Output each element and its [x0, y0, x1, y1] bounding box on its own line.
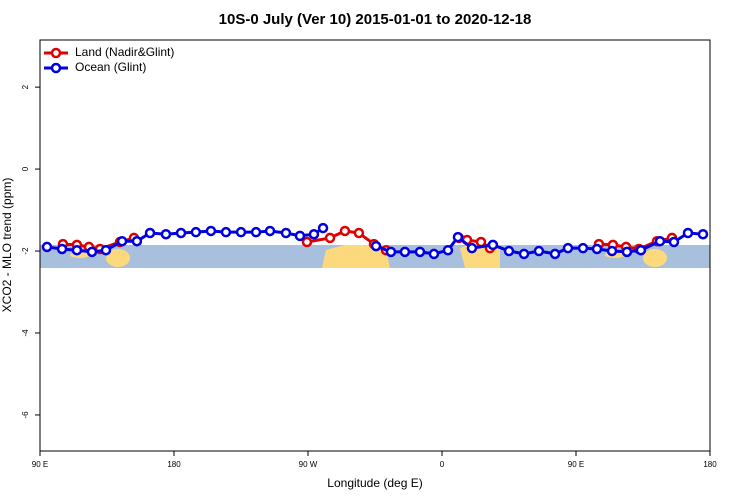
series-point — [190, 226, 202, 238]
x-tick-label: 90 E — [568, 460, 584, 469]
series-point — [294, 230, 306, 242]
series-point — [175, 227, 187, 239]
series-point — [399, 246, 411, 258]
series-point — [533, 245, 545, 257]
legend-marker — [50, 62, 62, 74]
series-point — [562, 242, 574, 254]
series-point — [621, 246, 633, 258]
series-point — [385, 246, 397, 258]
chart-title: 10S-0 July (Ver 10) 2015-01-01 to 2020-1… — [219, 11, 532, 28]
series-point — [131, 235, 143, 247]
series-point — [466, 242, 478, 254]
plot-frame — [39, 39, 711, 452]
series-point — [71, 244, 83, 256]
series-point — [414, 246, 426, 258]
y-tick-label: 0 — [21, 166, 30, 171]
series-point — [635, 244, 647, 256]
series-point — [116, 235, 128, 247]
series-point — [370, 240, 382, 252]
series-point — [549, 248, 561, 260]
series-point — [235, 226, 247, 238]
series-point — [487, 239, 499, 251]
series-point — [86, 246, 98, 258]
series-point — [697, 228, 709, 240]
series-point — [577, 242, 589, 254]
x-tick-label: 180 — [703, 460, 717, 469]
y-tick-label: 2 — [21, 84, 30, 89]
land-shape — [106, 249, 130, 267]
series-point — [160, 228, 172, 240]
series-point — [144, 227, 156, 239]
land-shape — [643, 249, 667, 267]
series-point — [452, 231, 464, 243]
series-point — [428, 248, 440, 260]
x-tick-label: 0 — [440, 460, 445, 469]
series-point — [591, 243, 603, 255]
y-tick-label: -6 — [21, 411, 30, 419]
land-shape — [322, 245, 390, 268]
series-point — [100, 244, 112, 256]
series-point — [682, 227, 694, 239]
series-point — [353, 227, 365, 239]
y-tick-label: -4 — [21, 329, 30, 337]
x-axis-label: Longitude (deg E) — [327, 476, 422, 490]
y-axis-label: XCO2 - MLO trend (ppm) — [0, 178, 14, 313]
series-point — [654, 235, 666, 247]
series-point — [317, 222, 329, 234]
legend-label: Ocean (Glint) — [75, 60, 146, 74]
series-point — [503, 245, 515, 257]
x-tick-label: 180 — [167, 460, 181, 469]
series-point — [324, 232, 336, 244]
legend-label: Land (Nadir&Glint) — [75, 45, 174, 59]
series-point — [41, 241, 53, 253]
series-point — [606, 245, 618, 257]
x-tick-label: 90 E — [32, 460, 48, 469]
series-point — [280, 227, 292, 239]
series-point — [205, 225, 217, 237]
series-point — [301, 236, 313, 248]
series-point — [250, 226, 262, 238]
series-point — [56, 243, 68, 255]
series-point — [264, 225, 276, 237]
y-tick-label: -2 — [21, 247, 30, 255]
series-point — [339, 225, 351, 237]
series-point — [668, 236, 680, 248]
series-point — [220, 226, 232, 238]
series-point — [442, 244, 454, 256]
series-point — [308, 228, 320, 240]
legend-marker — [50, 47, 62, 59]
x-tick-label: 90 W — [299, 460, 318, 469]
series-point — [518, 248, 530, 260]
